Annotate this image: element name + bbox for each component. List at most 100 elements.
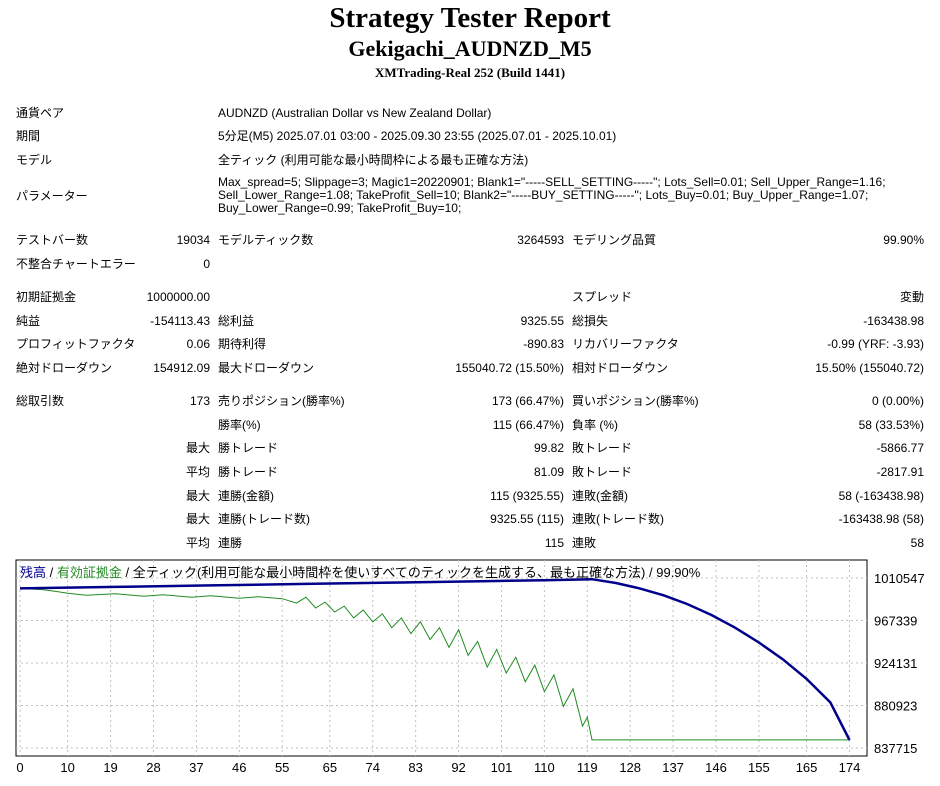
long-value: 0 (0.00%) [871,394,924,408]
avg-loss-value: -2817.91 [876,465,924,479]
bars-value: 19034 [176,233,210,247]
abs-dd-value: 154912.09 [153,361,210,375]
bars-label: テストバー数 [16,233,89,247]
consec-wins-amt-label: 連勝(金額) [218,489,274,503]
win-rate-value: 115 (66.47%) [492,418,564,432]
loss-rate-value: 58 (33.53%) [858,418,924,432]
consec-wins-amt-value: 115 (9325.55) [490,489,564,503]
avg-win-value: 81.09 [533,465,564,479]
average-prefix-2: 平均 [186,536,211,550]
y-tick-labels: 1010547 967339 924131 880923 837715 [874,571,925,756]
x-tick-label: 110 [534,760,555,775]
params-value: Max_spread=5; Slippage=3; Magic1=2022090… [218,175,886,215]
y-tick-label: 924131 [874,656,917,671]
recovery-label: リカバリーファクタ [572,337,679,351]
plot-area [15,559,868,757]
balance-chart-svg: 0 10 19 28 37 46 55 65 74 83 92 101 110 119 128 137 146 1… [15,559,925,775]
x-tick-label: 83 [408,760,422,775]
largest-loss-value: -5866.77 [876,441,924,455]
consec-losses-cnt-label: 連敗(トレード数) [572,512,664,526]
gross-loss-value: -163438.98 [863,314,924,328]
legend-model: 全ティック(利用可能な最小時間枠を使いすべてのティックを生成する、最も正確な方法… [133,565,646,580]
consec-wins-cnt-value: 9325.55 (115) [490,512,564,526]
rel-dd-value: 15.50% (155040.72) [815,361,924,375]
deposit-value: 1000000.00 [146,290,210,304]
deposit-label: 初期証拠金 [16,290,77,304]
x-tick-label: 37 [189,760,203,775]
max-prefix-2: 最大 [186,489,211,503]
pair-label: 通貨ペア [16,106,65,120]
ticks-value: 3264593 [517,233,564,247]
x-tick-label: 74 [366,760,380,775]
x-tick-label: 19 [103,760,117,775]
x-tick-label: 146 [705,760,727,775]
short-label: 売りポジション(勝率%) [218,394,345,408]
model-label: モデル [16,153,53,167]
gross-loss-label: 総損失 [572,314,609,328]
pf-label: プロフィットファクタ [16,337,136,351]
mismatch-label: 不整合チャートエラー [16,257,136,271]
x-tick-label: 174 [839,760,861,775]
legend-separator-1: / [46,565,57,580]
largest-win-label: 勝トレード [218,441,279,455]
y-tick-label: 880923 [874,699,917,714]
x-tick-label: 165 [796,760,818,775]
x-tick-label: 0 [16,760,23,775]
largest-loss-label: 敗トレード [572,441,633,455]
avg-loss-label: 敗トレード [572,465,633,479]
short-value: 173 (66.47%) [491,394,564,408]
legend-equity: 有効証拠金 [57,565,122,580]
mismatch-value: 0 [203,257,210,271]
x-tick-label: 137 [662,760,684,775]
x-tick-label: 10 [60,760,74,775]
legend-separator-2: / [122,565,133,580]
expected-label: 期待利得 [218,337,267,351]
avg-consec-losses-label: 連敗 [572,536,597,550]
long-label: 買いポジション(勝率%) [572,394,699,408]
x-tick-label: 155 [748,760,770,775]
net-label: 純益 [16,314,41,328]
legend-separator-3: / [645,565,656,580]
total-trades-value: 173 [189,394,210,408]
loss-rate-label: 負率 (%) [572,418,618,432]
period-value: 5分足(M5) 2025.07.01 03:00 - 2025.09.30 23… [218,129,617,143]
x-tick-labels: 0 10 19 28 37 46 55 65 74 83 92 101 110 119 128 137 146 1… [16,760,860,775]
largest-prefix: 最大 [186,441,211,455]
pair-value: AUDNZD (Australian Dollar vs New Zealand… [218,106,492,120]
y-tick-label: 837715 [874,741,917,756]
gross-profit-label: 総利益 [218,314,255,328]
net-value: -154113.43 [150,314,210,328]
x-tick-label: 119 [577,760,598,775]
average-prefix: 平均 [186,465,211,479]
spread-label: スプレッド [572,290,633,304]
max-dd-label: 最大ドローダウン [218,361,315,375]
x-tick-label: 28 [146,760,160,775]
rel-dd-label: 相対ドローダウン [572,361,669,375]
x-tick-label: 128 [619,760,641,775]
x-tick-label: 46 [232,760,246,775]
balance-chart: 0 10 19 28 37 46 55 65 74 83 92 101 110 119 128 137 146 1… [0,556,940,786]
period-label: 期間 [16,129,41,143]
avg-consec-wins-label: 連勝 [218,536,243,550]
largest-win-value: 99.82 [533,441,564,455]
expected-value: -890.83 [523,337,564,351]
model-value: 全ティック (利用可能な最小時間枠による最も正確な方法) [218,153,529,167]
params-label: パラメーター [16,189,88,203]
chart-legend: 残高 / 有効証拠金 / 全ティック(利用可能な最小時間枠を使いすべてのティック… [20,565,701,580]
win-rate-label: 勝率(%) [218,418,261,432]
pf-value: 0.06 [186,337,210,351]
total-trades-label: 総取引数 [16,394,65,408]
abs-dd-label: 絶対ドローダウン [16,361,113,375]
max-prefix-3: 最大 [186,512,211,526]
gross-profit-value: 9325.55 [520,314,564,328]
x-tick-label: 55 [275,760,289,775]
ticks-label: モデルティック数 [218,233,314,247]
x-tick-label: 65 [323,760,337,775]
balance-series-line [19,577,851,741]
x-tick-label: 101 [491,760,513,775]
grid [16,560,867,756]
report-title: Strategy Tester Report [329,2,611,34]
x-tick-label: 92 [451,760,465,775]
spread-value: 変動 [899,290,924,304]
avg-consec-losses-value: 58 [910,536,924,550]
